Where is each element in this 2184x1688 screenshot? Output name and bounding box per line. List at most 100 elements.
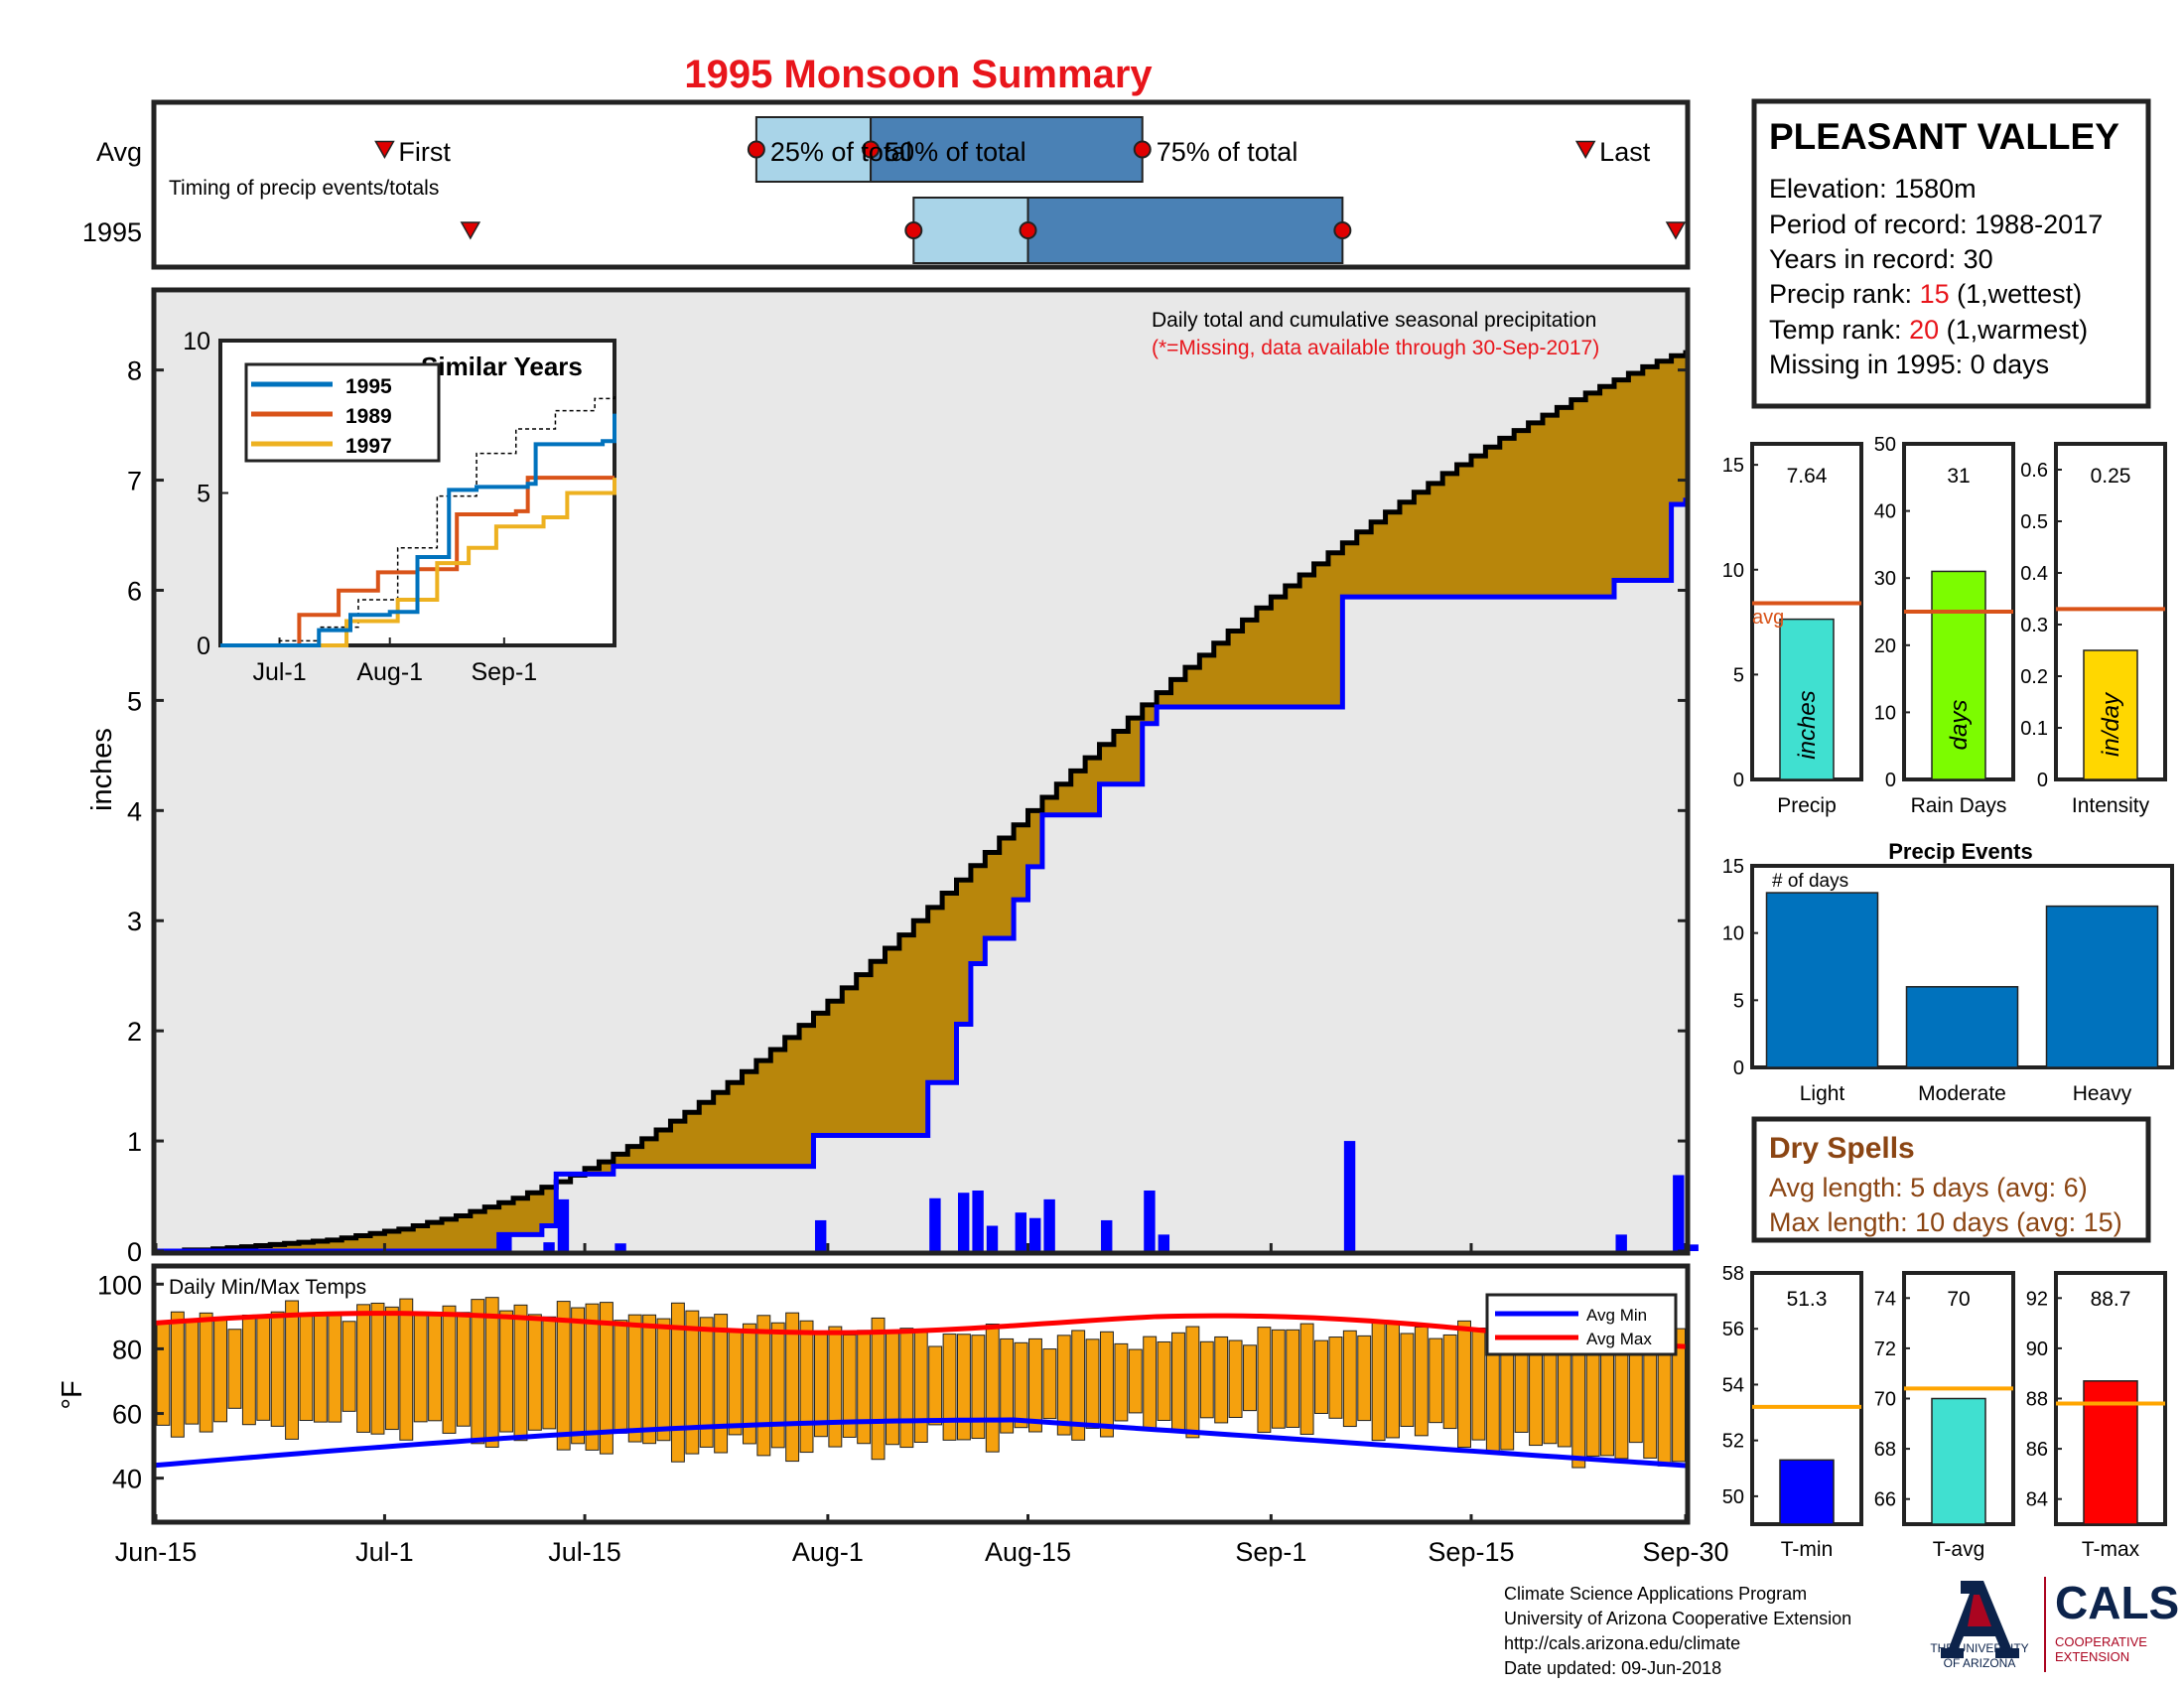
inset-ytick-label: 5	[197, 481, 210, 508]
temp-bar	[1199, 1340, 1214, 1419]
temp-bar	[971, 1335, 986, 1440]
temp-bar	[1185, 1326, 1200, 1439]
timing-box-25-50	[912, 197, 1029, 264]
temp-bar	[857, 1330, 872, 1445]
temp-bar	[785, 1312, 800, 1463]
small-ytick-label-precip: 15	[1722, 455, 1744, 477]
temp-bar	[270, 1311, 285, 1427]
cals-logo-line-1: COOPERATIVE	[2055, 1634, 2147, 1649]
xtick-label: Jul-1	[355, 1537, 414, 1567]
temp-bar	[199, 1312, 213, 1433]
temp-bar	[185, 1320, 200, 1425]
temp-bar	[442, 1305, 457, 1434]
timing-box-50-75	[1026, 197, 1344, 264]
temp-mean-value-tmax: 88.7	[2091, 1288, 2131, 1311]
avg-min-line	[155, 1417, 1687, 1469]
small-ytick-label-raindays: 20	[1874, 635, 1896, 657]
small-ytick-label-intensity: 0.6	[2020, 460, 2048, 482]
temperature-mean-bars: 50 52 54 56 58 51.3 T-min 66 68 70 72 74 70 T-avg 84 86…	[1722, 1263, 2167, 1561]
temp-bar	[1400, 1333, 1415, 1427]
temp-mean-ytick-label-tmin: 54	[1722, 1374, 1744, 1396]
small-bar-intensity	[2083, 649, 2138, 780]
temp-bar	[213, 1319, 228, 1423]
events-bar-light	[1765, 892, 1879, 1068]
temp-bar	[1071, 1330, 1086, 1441]
temp-mean-label-tmax: T-max	[2082, 1538, 2140, 1561]
temp-bar	[656, 1318, 671, 1442]
temp-legend	[1485, 1293, 1678, 1356]
events-ytick-label: 0	[1733, 1057, 1744, 1079]
temp-bar	[1257, 1327, 1272, 1433]
small-ytick-label-intensity: 0.3	[2020, 615, 2048, 636]
temp-ytick-label: 100	[97, 1270, 142, 1300]
timing-panel: Avg 1995 Timing of precip events/totals …	[82, 99, 1691, 270]
temp-bar	[1100, 1331, 1114, 1438]
temp-bar	[241, 1314, 256, 1426]
temp-bar	[1056, 1335, 1071, 1436]
temp-ytick-label: 80	[112, 1335, 142, 1364]
temp-bar	[1214, 1336, 1229, 1424]
temp-bar	[699, 1317, 714, 1448]
temp-bar	[513, 1304, 528, 1442]
temp-mean-bar-tavg	[1931, 1397, 1986, 1525]
temp-bar	[828, 1326, 843, 1448]
temp-mean-ytick-label-tavg: 74	[1874, 1288, 1896, 1310]
small-ytick-label-raindays: 40	[1874, 501, 1896, 523]
temp-bar	[728, 1329, 743, 1436]
observed-area	[156, 497, 1686, 1252]
footer-line-3: http://cals.arizona.edu/climate	[1504, 1633, 1740, 1653]
inset-plot: 0 5 10 Jul-1 Aug-1 Sep-1	[183, 328, 616, 686]
station-temp-rank: Temp rank: 20 (1,warmest)	[1769, 315, 2088, 345]
events-title: Precip Events	[1888, 839, 2033, 864]
temp-frame	[151, 1263, 1691, 1525]
small-ytick-label-intensity: 0.5	[2020, 511, 2048, 533]
temp-bar	[1457, 1320, 1471, 1449]
timing-event-marker	[460, 221, 481, 240]
events-xtick-label: Moderate	[1918, 1082, 2006, 1105]
timing-label-first: First	[398, 137, 451, 167]
temp-bar	[1299, 1323, 1314, 1435]
footer-line-1: Climate Science Applications Program	[1504, 1584, 1807, 1604]
main-annotation: Daily total and cumulative seasonal prec…	[1152, 309, 1596, 332]
events-ytick-label: 10	[1722, 923, 1744, 945]
temp-bar	[384, 1306, 399, 1431]
ua-logo-line-1: THE UNIVERSITY	[1930, 1641, 2028, 1655]
inset-xtick-label: Aug-1	[356, 658, 423, 686]
main-y-axis: 0 1 2 3 4 5 6 7 8	[127, 356, 1688, 1267]
main-ytick-label: 5	[127, 686, 142, 716]
temp-bar	[1328, 1336, 1343, 1419]
station-elevation: Elevation: 1580m	[1769, 174, 1977, 204]
temp-mean-ytick-label-tmax: 86	[2026, 1439, 2048, 1461]
events-bar-moderate	[1905, 986, 2019, 1068]
dry-frame	[1751, 1116, 2151, 1243]
timing-caption: Timing of precip events/totals	[169, 177, 439, 200]
cumulative-precip-plot	[156, 293, 1699, 1254]
station-name: PLEASANT VALLEY	[1769, 116, 2119, 157]
temp-bar	[1442, 1334, 1457, 1430]
temp-bar	[1371, 1320, 1386, 1442]
temp-bar	[670, 1302, 685, 1463]
small-label-precip: Precip	[1777, 794, 1837, 817]
station-years: Years in record: 30	[1769, 244, 1993, 274]
footer-line-4: Date updated: 09-Jun-2018	[1504, 1658, 1721, 1678]
legend-label-1997: 1997	[345, 435, 392, 458]
timing-box-25-50	[754, 116, 873, 183]
events-ylabel-note: # of days	[1772, 871, 1848, 892]
small-value-intensity: 0.25	[2091, 465, 2131, 488]
temp-bar	[913, 1332, 928, 1443]
timing-row-avg: Avg	[96, 137, 142, 167]
temp-mean-bar-tmin	[1779, 1459, 1835, 1525]
station-frame	[1751, 98, 2151, 409]
temp-mean-ytick-label-tavg: 66	[1874, 1489, 1896, 1511]
temp-bar	[1386, 1323, 1400, 1439]
temp-bar	[285, 1300, 300, 1440]
temp-bar	[1429, 1337, 1443, 1424]
cumulative-precip-chart: Daily total and cumulative seasonal prec…	[86, 287, 1699, 1267]
dry-avg: Avg length: 5 days (avg: 6)	[1769, 1173, 2088, 1202]
legend-label-1995: 1995	[345, 375, 392, 398]
daily-precip-bar-aug-15	[1029, 1217, 1041, 1251]
temp-bar	[957, 1334, 971, 1441]
temp-ytick-label: 60	[112, 1400, 142, 1430]
main-ytick-label: 1	[127, 1127, 142, 1157]
